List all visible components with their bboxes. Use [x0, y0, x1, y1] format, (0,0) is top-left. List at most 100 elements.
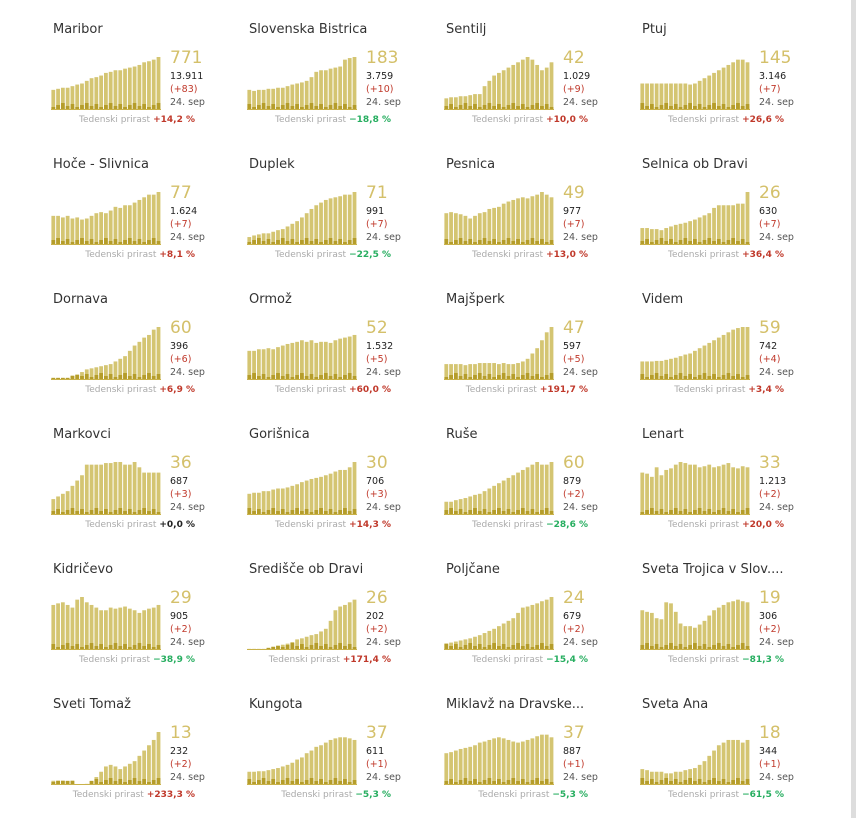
spark-bar: [147, 608, 151, 650]
spark-bar: [664, 469, 669, 515]
spark-daily-bar: [516, 377, 520, 380]
municipality-card[interactable]: Ruše 60 879 (+2) 24. sep Tedenski prirast −28,…: [433, 405, 623, 535]
sparkline-svg: [444, 734, 554, 785]
spark-daily-bar: [89, 106, 94, 110]
spark-daily-bar: [285, 512, 290, 515]
spark-bar: [697, 764, 702, 785]
municipality-card[interactable]: Maribor 771 13.911 (+83) 24. sep Tedenski pri…: [40, 0, 230, 130]
municipality-card[interactable]: Duplek 71 991 (+7) 24. sep Tedenski prirast −2…: [236, 135, 426, 265]
total-cases: 1.624: [170, 206, 198, 217]
municipality-card[interactable]: Videm 59 742 (+4) 24. sep Tedenski prirast +3,…: [629, 270, 819, 400]
municipality-card[interactable]: Markovci 36 687 (+3) 24. sep Tedenski prirast…: [40, 405, 230, 535]
spark-bar: [280, 766, 285, 785]
active-cases: 30: [366, 453, 388, 473]
spark-daily-bar: [151, 376, 156, 380]
sparkline: [51, 730, 161, 785]
spark-daily-bar: [280, 509, 285, 515]
spark-bar: [252, 492, 256, 515]
spark-bar: [343, 59, 347, 110]
spark-bar: [304, 80, 309, 110]
municipality-card[interactable]: Kidričevo 29 905 (+2) 24. sep Tedenski priras…: [40, 540, 230, 670]
municipality-card[interactable]: Gorišnica 30 706 (+3) 24. sep Tedenski priras…: [236, 405, 426, 535]
spark-bar: [75, 480, 80, 515]
municipality-card[interactable]: Poljčane 24 679 (+2) 24. sep Tedenski prirast…: [433, 540, 623, 670]
spark-daily-bar: [352, 647, 357, 650]
spark-bar: [549, 197, 554, 245]
municipality-card[interactable]: Sveta Ana 18 344 (+1) 24. sep Tedenski priras…: [629, 675, 819, 805]
municipality-card[interactable]: Dornava 60 396 (+6) 24. sep Tedenski prirast +…: [40, 270, 230, 400]
spark-bar: [252, 350, 256, 380]
municipality-name: Lenart: [642, 427, 684, 442]
municipality-card[interactable]: Majšperk 47 597 (+5) 24. sep Tedenski prirast…: [433, 270, 623, 400]
sparkline-svg: [247, 334, 357, 380]
municipality-card[interactable]: Sveta Trojica v Slov.... 19 306 (+2) 24. sep…: [629, 540, 819, 670]
spark-bar: [511, 618, 516, 650]
spark-bar: [740, 742, 745, 785]
weekly-value: +26,6 %: [742, 115, 784, 125]
total-cases: 687: [170, 476, 189, 487]
weekly-growth: Tedenski prirast +36,4 %: [668, 250, 784, 260]
spark-daily-bar: [137, 643, 142, 650]
sparkline: [444, 55, 554, 110]
spark-daily-bar: [132, 512, 137, 515]
municipality-card[interactable]: Slovenska Bistrica 183 3.759 (+10) 24. sep Te…: [236, 0, 426, 130]
spark-bar: [137, 755, 142, 785]
municipality-card[interactable]: Hoče - Slivnica 77 1.624 (+7) 24. sep Tedensk…: [40, 135, 230, 265]
municipality-card[interactable]: Selnica ob Dravi 26 630 (+7) 24. sep Tedenski…: [629, 135, 819, 265]
spark-daily-bar: [716, 239, 721, 245]
spark-bar: [247, 89, 252, 110]
municipality-card[interactable]: Lenart 33 1.213 (+2) 24. sep Tedenski prirast…: [629, 405, 819, 535]
spark-daily-bar: [118, 104, 123, 110]
spark-daily-bar: [285, 645, 290, 650]
spark-daily-bar: [731, 238, 736, 245]
sparkline: [640, 325, 750, 380]
total-cases: 3.759: [366, 71, 394, 82]
spark-bar: [247, 350, 252, 380]
spark-daily-bar: [352, 238, 357, 245]
municipality-card[interactable]: Ormož 52 1.532 (+5) 24. sep Tedenski prirast +…: [236, 270, 426, 400]
municipality-card[interactable]: Kungota 37 611 (+1) 24. sep Tedenski prirast −…: [236, 675, 426, 805]
municipality-card[interactable]: Šentilj 42 1.029 (+9) 24. sep Tedenski priras…: [433, 0, 623, 130]
spark-daily-bar: [726, 373, 731, 380]
spark-daily-bar: [247, 508, 252, 515]
spark-bar: [501, 480, 506, 515]
spark-daily-bar: [156, 241, 161, 245]
municipality-card[interactable]: Središče ob Dravi 26 202 (+2) 24. sep Tedensk…: [236, 540, 426, 670]
date-label: 24. sep: [170, 97, 205, 108]
daily-delta: (+2): [563, 489, 585, 500]
total-cases: 306: [759, 611, 778, 622]
spark-daily-bar: [280, 376, 285, 380]
spark-bar: [118, 207, 123, 245]
scrollbar[interactable]: [851, 0, 856, 818]
spark-daily-bar: [487, 241, 492, 245]
active-cases: 33: [759, 453, 781, 473]
municipality-card[interactable]: Sveti Tomaž 13 232 (+2) 24. sep Tedenski prir…: [40, 675, 230, 805]
date-label: 24. sep: [366, 502, 401, 513]
spark-bar: [323, 70, 328, 110]
spark-bar: [707, 615, 712, 650]
municipality-name: Sveti Tomaž: [53, 697, 131, 712]
municipality-card[interactable]: Miklavž na Dravske... 37 887 (+1) 24. sep Ted…: [433, 675, 623, 805]
spark-daily-bar: [80, 105, 84, 110]
spark-bar: [142, 197, 147, 245]
spark-bar: [151, 59, 156, 110]
weekly-value: −15,4 %: [546, 655, 588, 665]
total-cases: 396: [170, 341, 189, 352]
spark-daily-bar: [506, 509, 511, 515]
spark-bar: [492, 738, 497, 785]
spark-daily-bar: [319, 646, 323, 650]
spark-daily-bar: [118, 375, 123, 380]
spark-daily-bar: [664, 778, 669, 785]
municipality-card[interactable]: Pesnica 49 977 (+7) 24. sep Tedenski prirast +…: [433, 135, 623, 265]
spark-bar: [300, 340, 304, 380]
spark-daily-bar: [328, 647, 333, 650]
spark-bar: [132, 761, 137, 785]
sparkline-svg: [640, 739, 750, 785]
spark-bar: [118, 769, 123, 785]
spark-daily-bar: [70, 104, 75, 110]
spark-daily-bar: [707, 647, 712, 650]
spark-bar: [75, 217, 80, 245]
spark-bar: [492, 628, 497, 650]
municipality-card[interactable]: Ptuj 145 3.146 (+7) 24. sep Tedenski prirast +…: [629, 0, 819, 130]
date-label: 24. sep: [759, 367, 794, 378]
